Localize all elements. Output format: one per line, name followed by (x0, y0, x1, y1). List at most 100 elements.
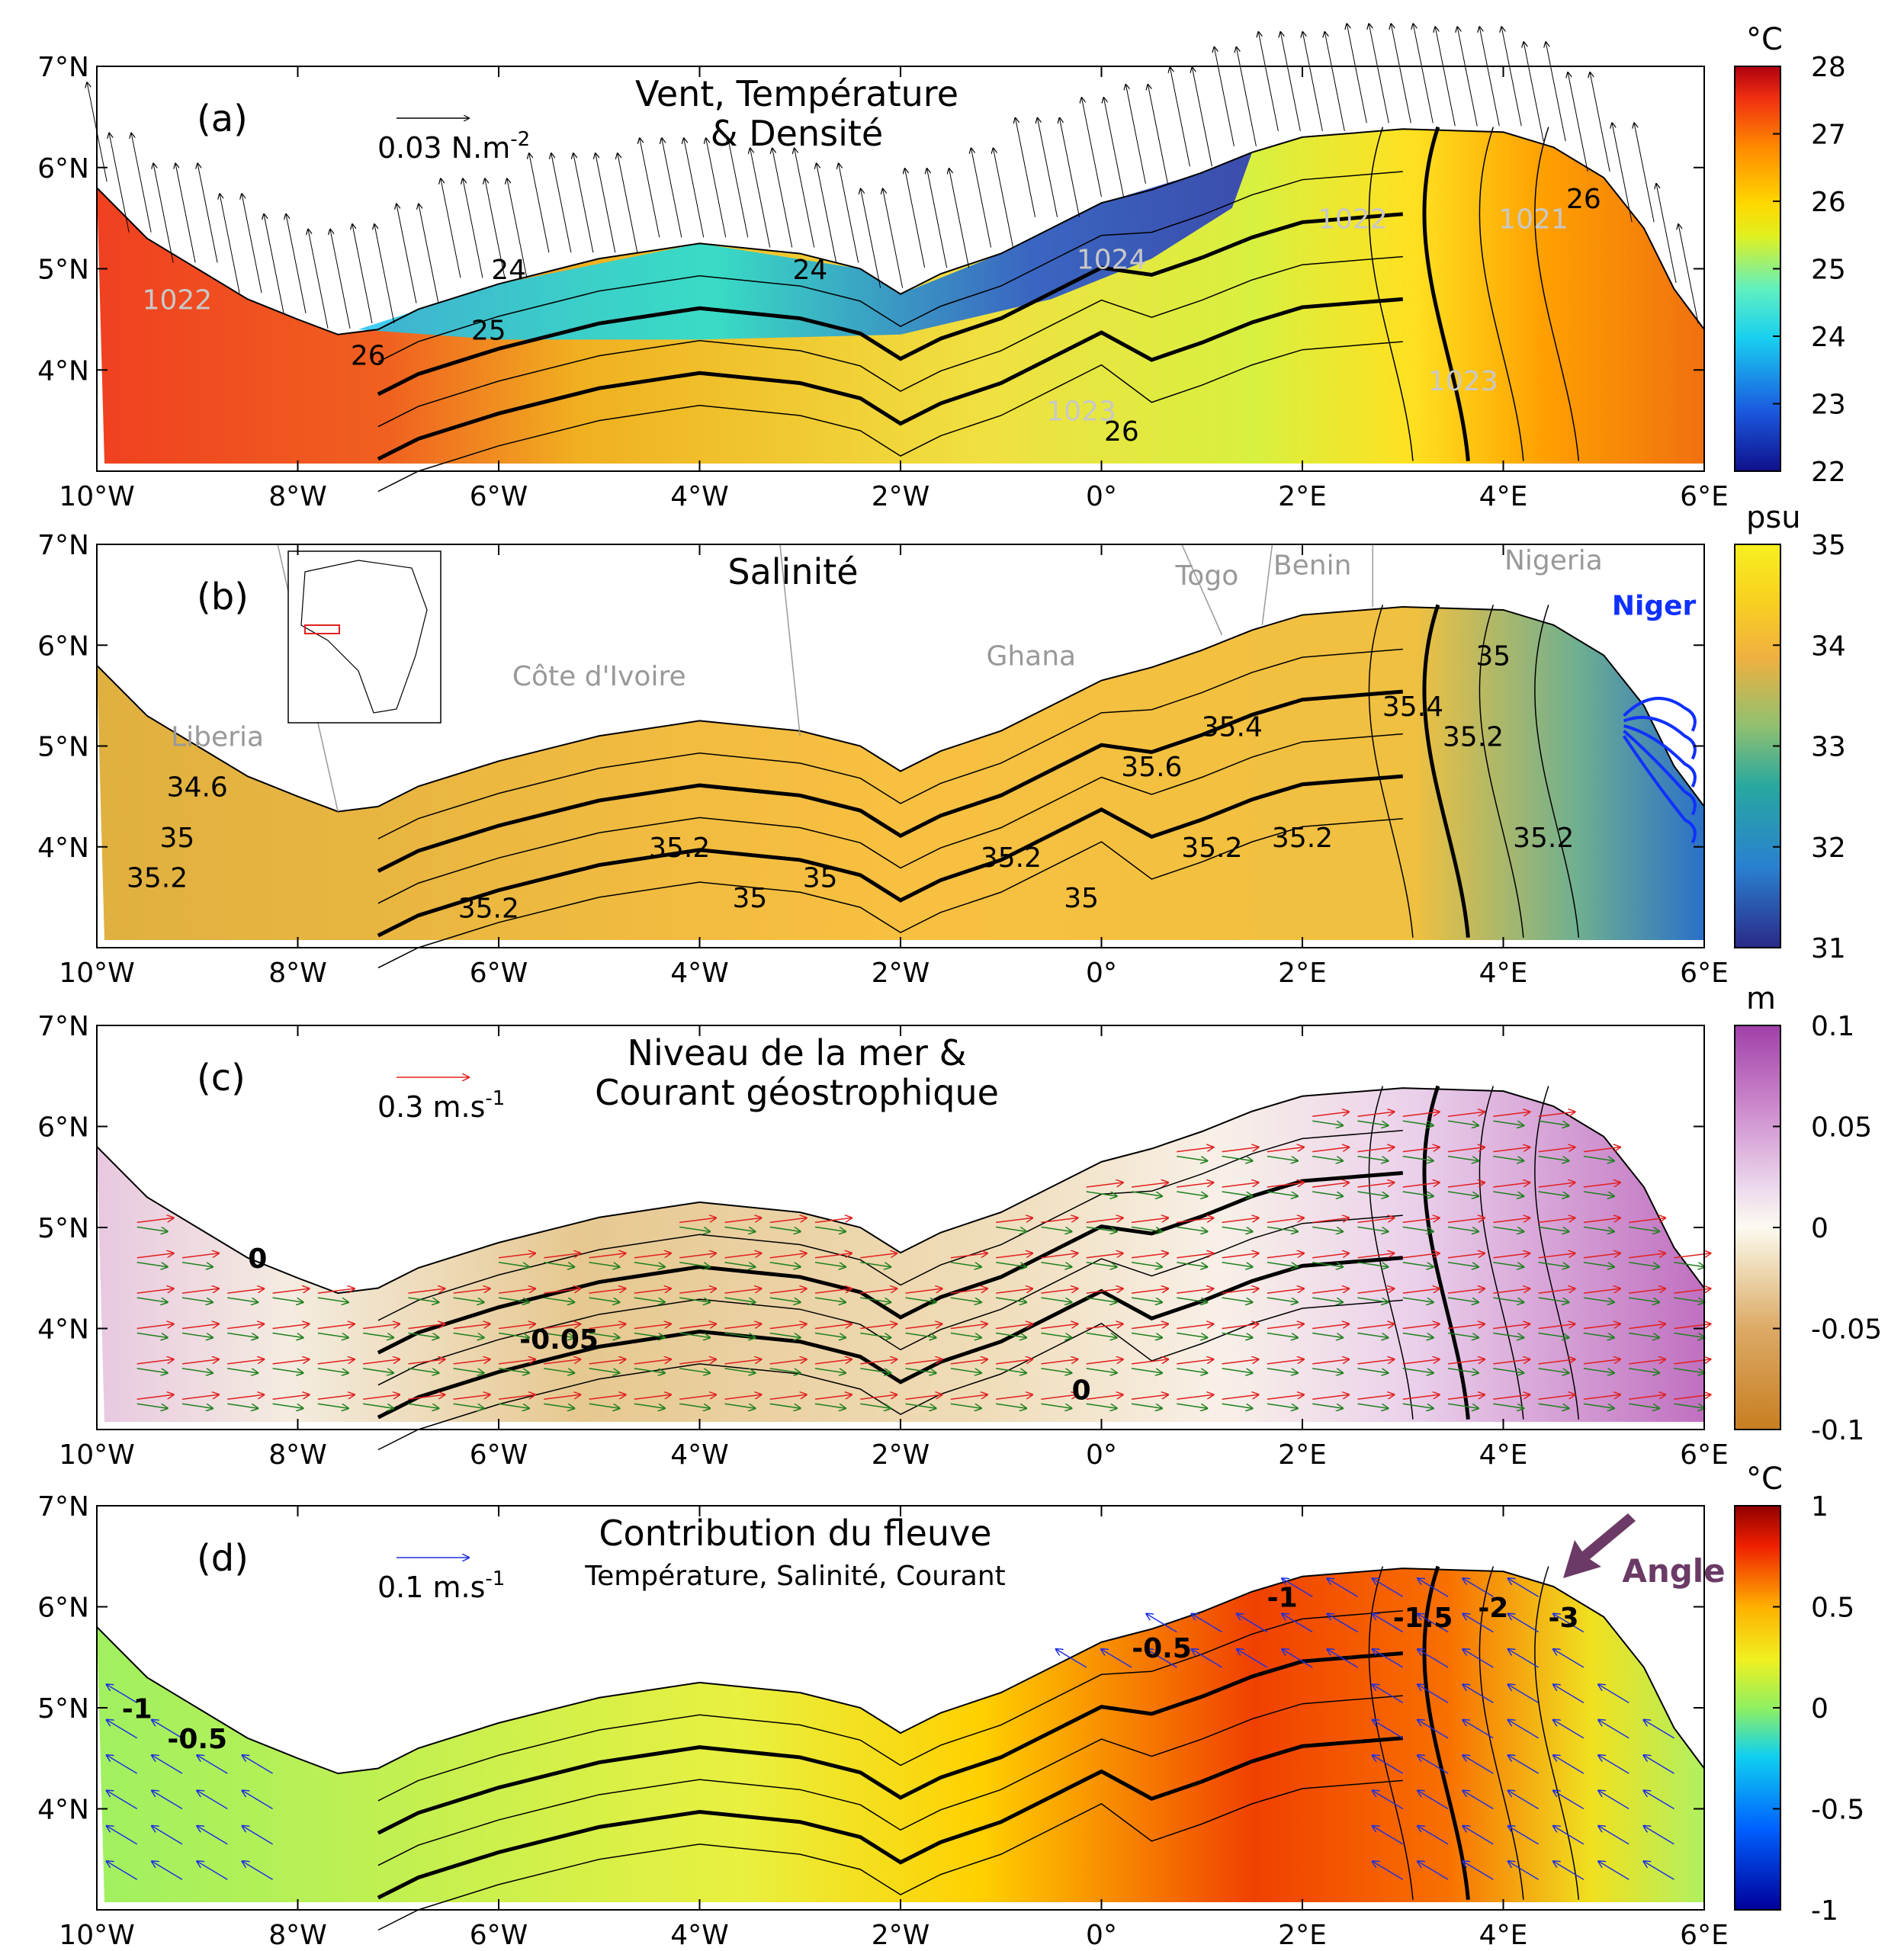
colorbar-tick: 34 (1811, 631, 1846, 662)
lon-label: 6°W (470, 958, 528, 989)
lon-label: 10°W (59, 958, 134, 989)
contour-label: 35.2 (1513, 823, 1574, 854)
lon-label: 0° (1086, 481, 1117, 512)
contour-label: 35.2 (649, 833, 710, 864)
panel-title: Niveau de la mer & (628, 1032, 967, 1073)
lat-label: 5°N (37, 1693, 89, 1725)
lon-label: 4°E (1479, 958, 1528, 989)
coastline (96, 1568, 1705, 1775)
contour-label: 35 (159, 823, 194, 854)
coastline (96, 605, 1705, 813)
country-label: Ghana (986, 641, 1076, 672)
lon-label: 2°W (872, 481, 930, 512)
panel-b: 7°N 6°N 5°N 4°N 10°W 8°W 6°W 4°W 2°W 0° 2°E 4°E 6°E (… (37, 500, 1846, 989)
lon-label: 0° (1086, 1920, 1117, 1951)
contour-label: 1023 (1428, 366, 1498, 397)
lat-label: 6°N (37, 1112, 89, 1144)
contour-label: -0.5 (167, 1724, 227, 1755)
colorbar-tick: 1 (1811, 1491, 1829, 1523)
lon-label: 8°W (268, 1439, 327, 1471)
lon-label: 2°W (872, 1439, 930, 1471)
contour-label: 26 (1566, 184, 1601, 215)
colorbar-tick: 22 (1811, 457, 1846, 488)
colorbar-unit: m (1746, 981, 1776, 1016)
ocean-field (97, 1568, 1704, 1902)
lon-label: 2°E (1278, 1439, 1327, 1471)
lon-label: 2°W (872, 958, 930, 989)
panel-letter: (c) (197, 1057, 246, 1099)
contour-label: 35 (1064, 883, 1099, 914)
contour-label: 35.2 (981, 842, 1042, 874)
contour-label: 1022 (143, 285, 213, 316)
panel-a: 7°N 6°N 5°N 4°N 10°W 8°W 6°W 4°W 2°W 0° 2°E 4°E 6°E (… (37, 22, 1846, 512)
panel-title: Contribution du fleuve (599, 1513, 991, 1554)
lat-label: 4°N (37, 355, 89, 387)
lon-label: 2°W (872, 1920, 930, 1951)
contour-label: 24 (491, 255, 526, 286)
lon-label: 6°W (470, 481, 528, 512)
lon-label: 8°W (268, 481, 327, 512)
lat-label: 7°N (37, 530, 89, 561)
lon-label: 10°W (59, 481, 134, 512)
contour-label: -2 (1478, 1593, 1508, 1624)
angle-annotation: Angle (1563, 1513, 1726, 1590)
colorbar: 28 27 26 25 24 23 22 °C (1734, 22, 1846, 488)
panel-letter: (b) (197, 576, 249, 618)
lat-label: 6°N (37, 153, 89, 185)
panel-title: & Densité (711, 113, 883, 154)
lon-label: 2°E (1278, 481, 1327, 512)
lon-label: 8°W (268, 1920, 327, 1951)
lat-label: 7°N (37, 1011, 89, 1042)
lat-label: 4°N (37, 833, 89, 864)
country-label: Togo (1174, 560, 1238, 592)
contour-label: 1024 (1077, 245, 1147, 276)
colorbar-tick: -1 (1811, 1895, 1838, 1927)
colorbar-tick: -0.5 (1811, 1795, 1864, 1826)
colorbar-tick: -0.05 (1811, 1314, 1882, 1346)
ocean-field (97, 606, 1704, 940)
country-label: Côte d'Ivoire (512, 661, 686, 692)
panel-c: 7°N 6°N 5°N 4°N 10°W 8°W 6°W 4°W 2°W 0° 2°E 4°E 6°E (… (37, 981, 1882, 1471)
contour-lines (377, 126, 1580, 493)
scale-label: 0.3 m.s-1 (377, 1087, 505, 1124)
river-label: Niger (1612, 591, 1697, 622)
contour-label: 1021 (1498, 204, 1568, 235)
contour-labels: -1 -0.5 -0.5 -1 -1.5 -2 -3 (122, 1583, 1579, 1756)
lat-label: 7°N (37, 52, 89, 83)
contour-label: 24 (793, 255, 828, 286)
colorbar-unit: °C (1746, 1462, 1783, 1497)
contour-label: 34.6 (167, 772, 228, 804)
colorbar: 0.1 0.05 0 -0.05 -0.1 m (1734, 981, 1882, 1446)
contour-label: 35.4 (1382, 692, 1443, 723)
colorbar-tick: 25 (1811, 255, 1846, 286)
lon-label: 4°W (670, 481, 729, 512)
colorbar-tick: 0.05 (1811, 1112, 1872, 1144)
panel-title: Salinité (727, 551, 858, 592)
lon-label: 4°E (1479, 481, 1528, 512)
lon-label: 6°E (1680, 1439, 1729, 1471)
country-label: Nigeria (1504, 545, 1603, 576)
colorbar-tick: 28 (1811, 52, 1846, 83)
lon-label: 4°W (670, 958, 729, 989)
panel-d: 7°N 6°N 5°N 4°N 10°W 8°W 6°W 4°W 2°W 0° 2°E 4°E 6°E (… (37, 1462, 1864, 1951)
contour-label: 25 (471, 315, 506, 346)
lon-label: 6°E (1680, 958, 1729, 989)
colorbar-tick: 32 (1811, 833, 1846, 864)
panel-letter: (d) (197, 1537, 249, 1580)
upwelling-area (358, 152, 1253, 340)
contour-label: 35.2 (127, 863, 188, 894)
niger-delta-rivers (1622, 697, 1697, 844)
contour-lines (377, 604, 1580, 969)
lon-label: 10°W (59, 1920, 134, 1951)
contour-label: 35.2 (1272, 823, 1333, 854)
lon-label: 6°W (470, 1920, 528, 1951)
lat-label: 6°N (37, 1593, 89, 1624)
contour-label: -1 (1267, 1583, 1298, 1614)
colorbar-tick: 0 (1811, 1213, 1829, 1244)
contour-label: 35 (803, 863, 838, 894)
colorbar-tick: 0.5 (1811, 1593, 1854, 1624)
contour-label: -3 (1549, 1603, 1579, 1634)
contour-label: 35.2 (1181, 833, 1242, 864)
colorbar-tick: 33 (1811, 732, 1846, 763)
